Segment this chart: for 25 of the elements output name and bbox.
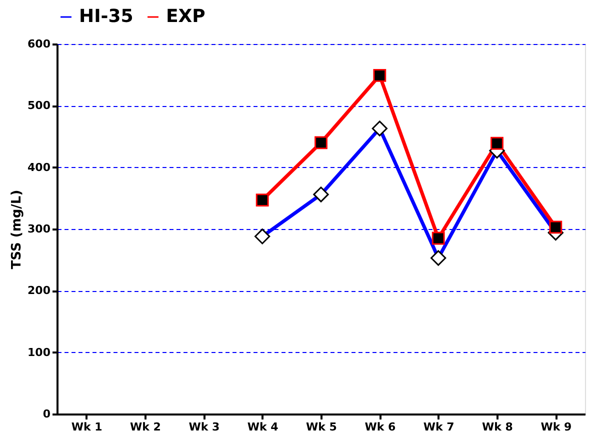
x-tick-label: Wk 5 xyxy=(306,420,337,434)
x-tick-label: Wk 9 xyxy=(540,420,572,434)
point xyxy=(490,136,504,150)
y-tick-label: 300 xyxy=(28,222,51,236)
x-tick-label: Wk 1 xyxy=(71,420,102,434)
point xyxy=(432,232,445,245)
y-tick-label: 0 xyxy=(42,408,51,420)
x-tick-label: Wk 6 xyxy=(364,420,396,434)
x-tick-label: Wk 8 xyxy=(482,420,513,434)
y-axis-title: TSS (mg/L) xyxy=(10,190,25,270)
x-tick-label: Wk 7 xyxy=(423,420,454,434)
y-tick-label: 100 xyxy=(28,346,51,359)
point xyxy=(314,136,328,150)
point xyxy=(373,69,386,82)
y-tick-label: 600 xyxy=(28,38,51,50)
legend-label: EXP xyxy=(166,6,206,27)
y-tick-label: 200 xyxy=(28,284,51,298)
x-tick-label: Wk 3 xyxy=(188,420,220,434)
x-tick-label: Wk 2 xyxy=(130,420,161,434)
y-tick-label: 400 xyxy=(28,160,51,174)
legend-label: HI-35 xyxy=(79,6,134,27)
point xyxy=(549,220,562,234)
point xyxy=(256,194,269,206)
x-tick-label: Wk 4 xyxy=(247,420,279,434)
y-tick-label: 500 xyxy=(28,99,51,112)
